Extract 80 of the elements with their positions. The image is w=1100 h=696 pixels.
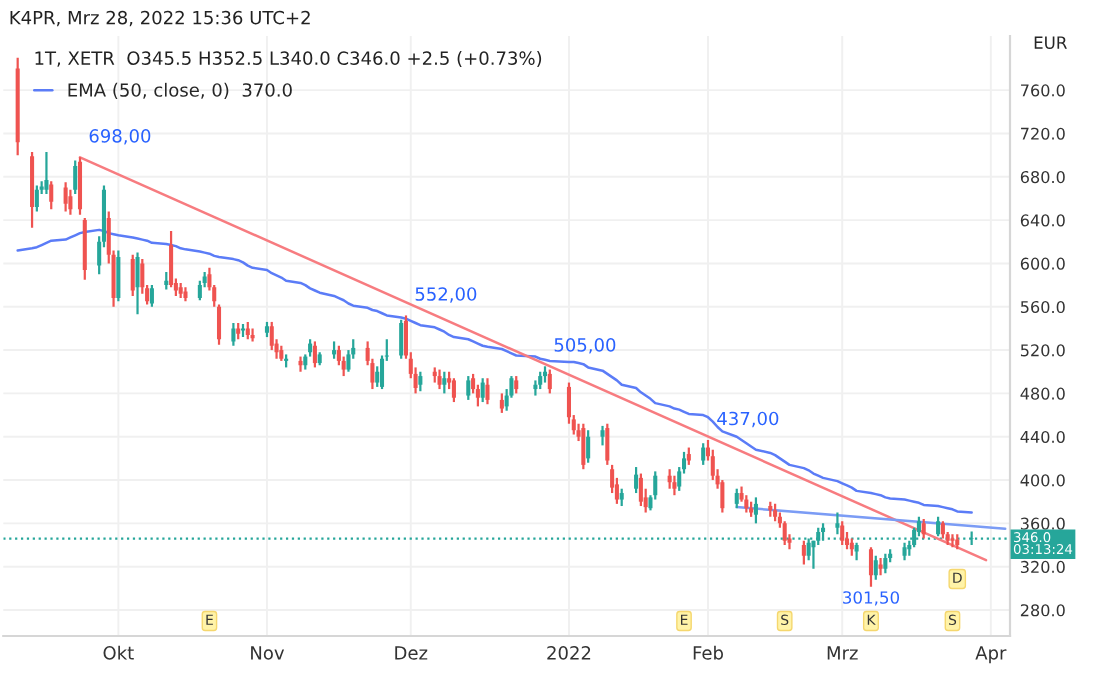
candlestick <box>605 422 610 466</box>
candlestick <box>753 496 758 525</box>
candlestick <box>269 320 274 352</box>
y-tick-label: 320.0 <box>1020 560 1065 574</box>
y-tick-label: 480.0 <box>1020 387 1065 400</box>
y-tick-label: 440.0 <box>1020 430 1065 444</box>
candlestick <box>485 377 490 406</box>
annotation: 698,00 <box>89 129 151 145</box>
candlestick <box>49 180 54 211</box>
y-tick-label: 680.0 <box>1020 170 1065 184</box>
x-tick-label: Okt <box>103 645 134 660</box>
candlestick <box>399 318 404 360</box>
candlestick <box>638 472 643 508</box>
candlestick <box>44 150 49 196</box>
candlestick <box>130 253 135 298</box>
candlestick <box>375 365 380 389</box>
candlestick <box>868 546 874 588</box>
candlestick <box>298 355 303 373</box>
candlestick <box>801 539 806 566</box>
candlestick <box>63 181 68 213</box>
candlestick <box>169 229 174 289</box>
candlestick <box>499 392 504 415</box>
y-tick-label: 360.0 <box>1020 517 1065 530</box>
x-tick-label: Mrz <box>827 646 858 660</box>
candlestick <box>250 327 255 343</box>
candlestick <box>883 552 888 575</box>
candlestick <box>116 249 121 303</box>
candlestick <box>73 159 78 196</box>
x-tick-label: Nov <box>251 646 285 660</box>
candlestick <box>68 188 73 216</box>
candlestick <box>667 468 672 490</box>
candlestick <box>149 283 154 308</box>
candlestick <box>936 515 941 538</box>
text: 1T, XETR O345.5 H352.5 L340.0 C346.0 +2.5 (+0.73%) <box>35 51 542 68</box>
candlestick <box>77 156 83 216</box>
candlestick <box>710 448 715 482</box>
candlestick <box>418 370 423 393</box>
chart-title: K4PR, Mrz 28, 2022 15:36 UTC+2 <box>10 10 310 27</box>
y-axis-title: EUR <box>1034 36 1067 49</box>
candlestick <box>312 340 317 369</box>
candlestick <box>950 533 955 549</box>
y-tick-label: 640.0 <box>1020 214 1065 227</box>
y-tick-label: 720.0 <box>1021 127 1065 140</box>
x-tick-label: Dez <box>395 646 428 660</box>
candlestick <box>231 321 236 347</box>
annotation: 505,00 <box>554 338 616 354</box>
candlestick <box>734 487 739 510</box>
candlestick <box>480 377 485 404</box>
candlestick <box>437 368 442 391</box>
candlestick <box>197 279 202 302</box>
y-tick-label: 280.0 <box>1020 604 1065 617</box>
candlestick <box>466 374 471 402</box>
annotation: 552,00 <box>415 287 477 303</box>
candlestick <box>701 442 706 466</box>
candlestick <box>451 377 456 404</box>
candlestick <box>873 554 878 581</box>
candlestick <box>34 184 39 213</box>
candlestick <box>600 424 605 447</box>
candlestick <box>835 511 840 536</box>
x-tick-label: 2022 <box>547 646 591 660</box>
y-tick-label: 600.0 <box>1020 257 1065 270</box>
candlestick <box>921 517 926 540</box>
candlestick <box>547 368 552 395</box>
y-tick-label: 560.0 <box>1020 300 1065 314</box>
candlestick <box>672 474 677 497</box>
x-tick-label: Apr <box>975 646 1007 664</box>
candlestick <box>782 520 787 547</box>
y-tick-label: 400.0 <box>1020 474 1065 487</box>
legend-label: EMA (50, close, 0) 370.0 <box>68 82 292 99</box>
candlestick <box>586 429 591 464</box>
annotation: 301,50 <box>843 591 900 606</box>
x-tick-label: Feb <box>693 645 723 660</box>
candlestick <box>634 465 639 495</box>
candlestick <box>442 370 447 395</box>
y-tick-label: 760.0 <box>1021 84 1065 97</box>
annotation: 437,00 <box>717 411 779 428</box>
candlestick <box>581 422 586 471</box>
candlestick <box>135 251 140 316</box>
candlestick <box>840 520 845 547</box>
y-tick-label: 520.0 <box>1020 344 1065 357</box>
